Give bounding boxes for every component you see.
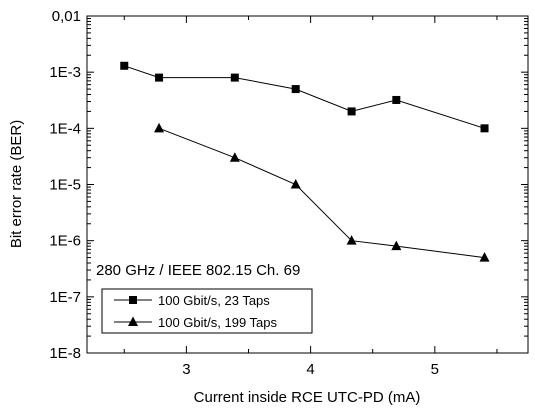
series-2-line	[158, 127, 485, 259]
legend-label: 100 Gbit/s, 199 Taps	[158, 315, 278, 330]
legend-items: 100 Gbit/s, 23 Taps 100 Gbit/s, 199 Taps	[114, 293, 278, 330]
series-2-point	[154, 122, 165, 133]
y-tick-label: 1E-5	[49, 177, 81, 194]
series-1-point	[347, 107, 356, 116]
series-layer	[120, 61, 490, 262]
x-tick-label: 3	[182, 361, 190, 378]
legend-marker	[129, 296, 137, 304]
series-2-point	[229, 152, 240, 162]
x-tick-label: 4	[306, 361, 314, 378]
y-tick-label: 1E-8	[49, 345, 81, 362]
series-1-point	[291, 85, 300, 94]
series-2-point	[346, 235, 357, 245]
y-axis-label: Bit error rate (BER)	[8, 120, 25, 248]
series-1-point	[120, 61, 129, 70]
series-1-point	[155, 73, 164, 82]
series-1	[120, 61, 489, 133]
annotation-text: 280 GHz / IEEE 802.15 Ch. 69	[96, 262, 300, 279]
axis-ticks: 0,01 1E-3 1E-4 1E-5 1E-6 1E-7 1E-8 3 4 5	[49, 8, 528, 378]
legend-label: 100 Gbit/s, 23 Taps	[158, 293, 270, 308]
y-tick-label: 1E-7	[49, 289, 81, 306]
series-1-point	[480, 124, 489, 133]
x-axis-label: Current inside RCE UTC-PD (mA)	[194, 389, 421, 406]
y-tick-label: 1E-3	[49, 64, 81, 81]
legend-marker	[128, 316, 138, 326]
y-tick-label: 0,01	[52, 8, 81, 25]
series-1-point	[230, 73, 239, 82]
series-2-point	[479, 252, 490, 262]
series-1-line	[124, 65, 485, 129]
series-2-point	[391, 240, 402, 251]
series-2	[154, 122, 490, 262]
y-tick-label: 1E-4	[49, 120, 81, 137]
series-1-point	[392, 95, 401, 104]
x-tick-label: 5	[431, 361, 439, 378]
y-tick-label: 1E-6	[49, 233, 81, 250]
series-2-point	[290, 179, 301, 189]
legend: 100 Gbit/s, 23 Taps 100 Gbit/s, 199 Taps	[101, 288, 313, 334]
